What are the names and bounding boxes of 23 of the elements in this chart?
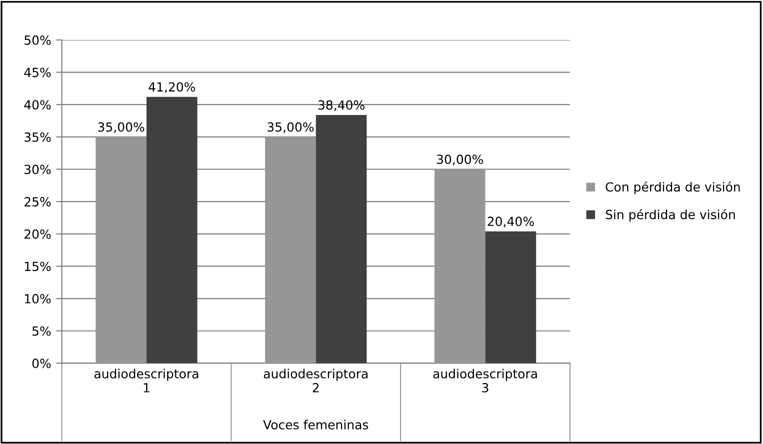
y-tick-label: 35% [24,132,51,142]
y-tick-label: 30% [24,164,51,174]
y-tick-label: 45% [24,68,51,78]
y-tick-label: 50% [24,35,51,45]
y-tick-label: 0% [32,358,51,368]
y-tick-label: 20% [24,229,51,239]
y-tick-label: 25% [24,197,51,207]
y-tick-label: 10% [24,294,51,304]
data-label: 35,00% [98,122,144,134]
x-tick-label: audiodescriptora 3 [433,368,537,392]
legend-label: Sin pérdida de visión [606,209,735,222]
data-label: 35,00% [268,122,314,134]
x-axis-title: Voces femeninas [263,420,368,430]
legend-label: Con pérdida de visión [606,181,740,194]
y-tick-label: 5% [32,326,51,336]
data-label: 41,20% [148,82,196,93]
y-tick-label: 15% [24,262,51,272]
x-tick-label: audiodescriptora 1 [94,368,198,392]
data-label: 38,40% [318,100,364,112]
data-label: 20,40% [488,216,534,228]
y-tick-label: 40% [24,100,51,110]
x-tick-label: audiodescriptora 2 [264,368,368,392]
data-label: 30,00% [436,154,483,166]
